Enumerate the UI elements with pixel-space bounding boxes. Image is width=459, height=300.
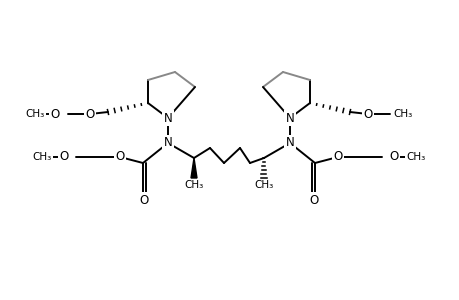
Text: O: O: [333, 151, 342, 164]
Text: N: N: [163, 136, 172, 149]
Text: O: O: [50, 107, 60, 121]
Text: N: N: [285, 136, 294, 149]
Polygon shape: [190, 158, 196, 178]
Text: O: O: [115, 151, 124, 164]
Text: O: O: [139, 194, 148, 206]
Text: CH₃: CH₃: [184, 180, 203, 190]
Text: O: O: [363, 107, 372, 121]
Text: N: N: [285, 112, 294, 124]
Text: O: O: [388, 151, 398, 164]
Text: CH₃: CH₃: [392, 109, 412, 119]
Text: O: O: [59, 151, 68, 164]
Text: O: O: [309, 194, 318, 206]
Text: CH₃: CH₃: [32, 152, 51, 162]
Text: O: O: [85, 107, 95, 121]
Text: CH₃: CH₃: [254, 180, 273, 190]
Text: CH₃: CH₃: [25, 109, 45, 119]
Text: N: N: [163, 112, 172, 124]
Text: CH₃: CH₃: [405, 152, 425, 162]
